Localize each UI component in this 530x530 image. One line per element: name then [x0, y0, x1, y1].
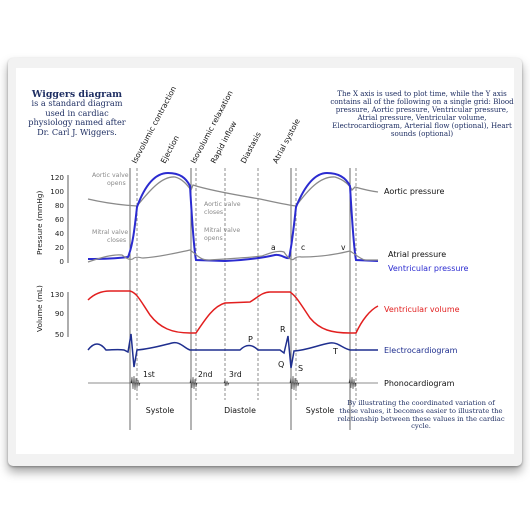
- pressure-tick: 60: [55, 215, 65, 224]
- plaque-face: [16, 68, 514, 454]
- second-sound-burst: [348, 376, 357, 390]
- aortic-closes-line1: Aortic valve: [204, 201, 241, 208]
- ventricular-pressure-curve: [87, 171, 379, 263]
- heart-sound-second: 2nd: [198, 370, 213, 379]
- pressure-tick: 100: [50, 187, 64, 196]
- first-sound-burst: [289, 375, 300, 391]
- diagram-title: Wiggers diagram: [31, 89, 123, 100]
- third-sound-burst: [223, 379, 230, 387]
- atrial-pressure-label: Atrial pressure: [388, 250, 446, 259]
- ecg-p-label: P: [248, 335, 253, 344]
- pressure-tick: 120: [50, 173, 64, 182]
- aortic-pressure-label: Aortic pressure: [384, 187, 444, 196]
- ventricular-volume-label: Ventricular volume: [384, 305, 460, 314]
- mitral-opens-line1: Mitral valve: [204, 227, 240, 234]
- ventricular-pressure-label: Ventricular pressure: [388, 264, 469, 273]
- second-sound-burst: [189, 376, 198, 390]
- ecg-curve: [87, 333, 378, 369]
- ecg-s-label: S: [298, 364, 303, 373]
- mitral-closes-line2: closes: [107, 237, 126, 244]
- heart-sound-third: 3rd: [229, 370, 242, 379]
- ecg-label: Electrocardiogram: [384, 346, 458, 355]
- intro-body: is a standard diagram used in cardiac ph…: [28, 98, 126, 137]
- volume-tick: 90: [55, 309, 65, 318]
- axis-description: The X axis is used to plot time, while t…: [330, 89, 514, 138]
- intro-text: Wiggers diagram is a standard diagram us…: [22, 90, 132, 137]
- volume-axis-label: Volume (mL): [35, 285, 44, 332]
- ecg-q-label: Q: [278, 360, 284, 369]
- phase-label-atrial-systole: Atrial systole: [271, 117, 302, 165]
- heart-sound-bursts: [130, 375, 357, 391]
- pressure-tick: 40: [55, 229, 65, 238]
- pressure-axis: 120 100 80 60 40 20 0 Pressure (mmHg): [35, 173, 69, 266]
- systole-label: Systole: [306, 406, 335, 415]
- diastole-label: Diastole: [224, 406, 256, 415]
- volume-tick: 130: [50, 290, 64, 299]
- aortic-opens-line2: opens: [107, 180, 126, 187]
- atrial-pressure-curve: [87, 249, 378, 263]
- v-wave-label: v: [341, 243, 346, 252]
- pressure-tick: 80: [55, 201, 65, 210]
- volume-tick: 50: [55, 330, 65, 339]
- a-wave-label: a: [271, 243, 276, 252]
- ventricular-volume-curve: [87, 290, 379, 334]
- pressure-tick: 0: [59, 257, 64, 266]
- conclusion-text: By illustrating the coordinated variatio…: [337, 399, 505, 431]
- phase-lines: [129, 168, 357, 430]
- first-sound-burst: [130, 375, 141, 391]
- phase-label-diastasis: Diastasis: [239, 130, 263, 164]
- pressure-axis-label: Pressure (mmHg): [35, 191, 44, 255]
- phase-label-ejection: Ejection: [159, 134, 181, 165]
- heart-sound-first: 1st: [143, 370, 155, 379]
- ecg-t-label: T: [332, 347, 338, 356]
- ecg-r-label: R: [280, 325, 286, 334]
- mitral-closes-line1: Mitral valve: [92, 229, 128, 236]
- systole-label: Systole: [146, 406, 175, 415]
- c-wave-label: c: [301, 243, 305, 252]
- volume-axis: 130 90 50 Volume (mL): [35, 285, 69, 339]
- phonocardiogram-label: Phonocardiogram: [384, 379, 455, 388]
- aortic-closes-line2: closes: [204, 209, 223, 216]
- mitral-opens-line2: opens: [204, 235, 223, 242]
- aortic-opens-line1: Aortic valve: [92, 172, 129, 179]
- pressure-tick: 20: [55, 243, 65, 252]
